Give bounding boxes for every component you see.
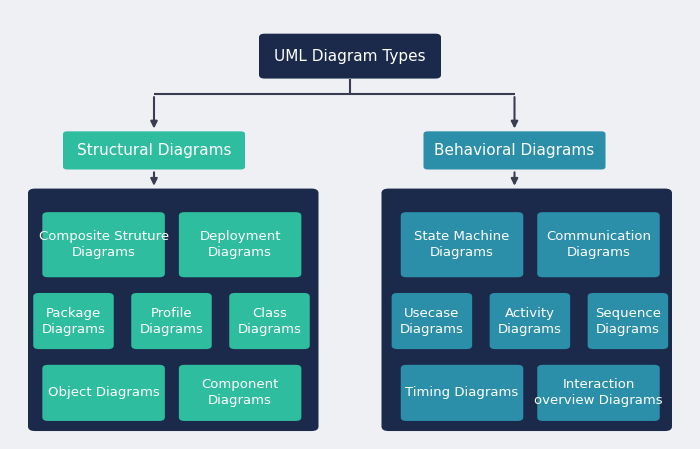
Text: Class
Diagrams: Class Diagrams <box>237 307 302 335</box>
FancyBboxPatch shape <box>179 365 302 421</box>
FancyBboxPatch shape <box>132 293 211 349</box>
FancyBboxPatch shape <box>33 293 113 349</box>
FancyBboxPatch shape <box>538 365 659 421</box>
FancyBboxPatch shape <box>538 212 659 277</box>
Text: Usecase
Diagrams: Usecase Diagrams <box>400 307 464 335</box>
Text: Timing Diagrams: Timing Diagrams <box>405 387 519 399</box>
Text: Package
Diagrams: Package Diagrams <box>41 307 106 335</box>
Text: Profile
Diagrams: Profile Diagrams <box>139 307 204 335</box>
FancyBboxPatch shape <box>28 189 318 431</box>
FancyBboxPatch shape <box>43 365 165 421</box>
FancyBboxPatch shape <box>382 189 672 431</box>
FancyBboxPatch shape <box>490 293 570 349</box>
FancyBboxPatch shape <box>587 293 668 349</box>
Text: Behavioral Diagrams: Behavioral Diagrams <box>435 143 594 158</box>
Text: Interaction
overview Diagrams: Interaction overview Diagrams <box>534 379 663 407</box>
Text: UML Diagram Types: UML Diagram Types <box>274 48 426 64</box>
FancyBboxPatch shape <box>230 293 309 349</box>
FancyBboxPatch shape <box>259 34 441 79</box>
FancyBboxPatch shape <box>400 365 524 421</box>
FancyBboxPatch shape <box>392 293 472 349</box>
Text: Composite Struture
Diagrams: Composite Struture Diagrams <box>38 230 169 259</box>
Text: State Machine
Diagrams: State Machine Diagrams <box>414 230 510 259</box>
Text: Sequence
Diagrams: Sequence Diagrams <box>595 307 661 335</box>
Text: Communication
Diagrams: Communication Diagrams <box>546 230 651 259</box>
Text: Structural Diagrams: Structural Diagrams <box>77 143 231 158</box>
Text: Deployment
Diagrams: Deployment Diagrams <box>199 230 281 259</box>
Text: Component
Diagrams: Component Diagrams <box>202 379 279 407</box>
Text: Activity
Diagrams: Activity Diagrams <box>498 307 562 335</box>
FancyBboxPatch shape <box>400 212 524 277</box>
FancyBboxPatch shape <box>63 131 245 170</box>
FancyBboxPatch shape <box>43 212 165 277</box>
FancyBboxPatch shape <box>424 131 606 170</box>
FancyBboxPatch shape <box>179 212 302 277</box>
Text: Object Diagrams: Object Diagrams <box>48 387 160 399</box>
